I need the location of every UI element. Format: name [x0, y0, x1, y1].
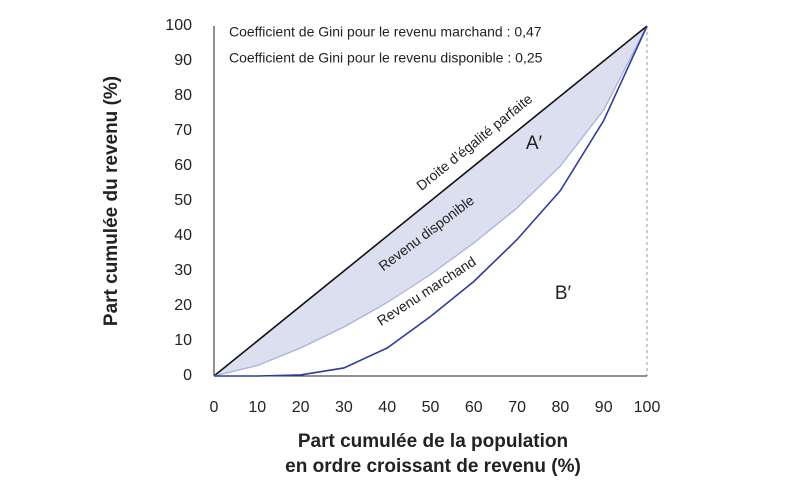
y-tick-label: 90	[174, 52, 192, 69]
series-line	[213, 25, 648, 377]
y-tick-label: 100	[165, 17, 192, 34]
y-axis-title: Part cumulée du revenu (%)	[101, 76, 122, 326]
x-tick-label: 60	[465, 399, 483, 416]
y-tick-label: 30	[174, 262, 192, 279]
x-tick-label: 80	[552, 399, 570, 416]
y-tick-label: 70	[174, 122, 192, 139]
x-tick-label: 30	[335, 399, 353, 416]
area-label: A′	[526, 133, 543, 154]
x-tick-label: 70	[508, 399, 526, 416]
series-line	[213, 25, 648, 377]
x-tick-label: 20	[292, 399, 310, 416]
y-tick-label: 80	[174, 87, 192, 104]
x-tick-label: 10	[248, 399, 266, 416]
y-tick-label: 20	[174, 297, 192, 314]
y-tick-label: 50	[174, 192, 192, 209]
x-axis-title: en ordre croissant de revenu (%)	[285, 456, 581, 477]
annotation: Coefficient de Gini pour le revenu march…	[229, 24, 542, 40]
series-line	[214, 25, 648, 377]
x-tick-label: 40	[378, 399, 396, 416]
x-tick-label: 50	[422, 399, 440, 416]
x-tick-label: 0	[210, 399, 219, 416]
y-tick-label: 40	[174, 227, 192, 244]
x-axis-title: Part cumulée de la population	[298, 431, 568, 452]
x-tick-label: 90	[595, 399, 613, 416]
annotation: Coefficient de Gini pour le revenu dispo…	[229, 50, 543, 66]
x-tick-label: 100	[634, 399, 661, 416]
y-tick-label: 0	[183, 367, 192, 384]
y-tick-label: 10	[174, 332, 192, 349]
area-label: B′	[555, 283, 572, 304]
y-tick-label: 60	[174, 157, 192, 174]
